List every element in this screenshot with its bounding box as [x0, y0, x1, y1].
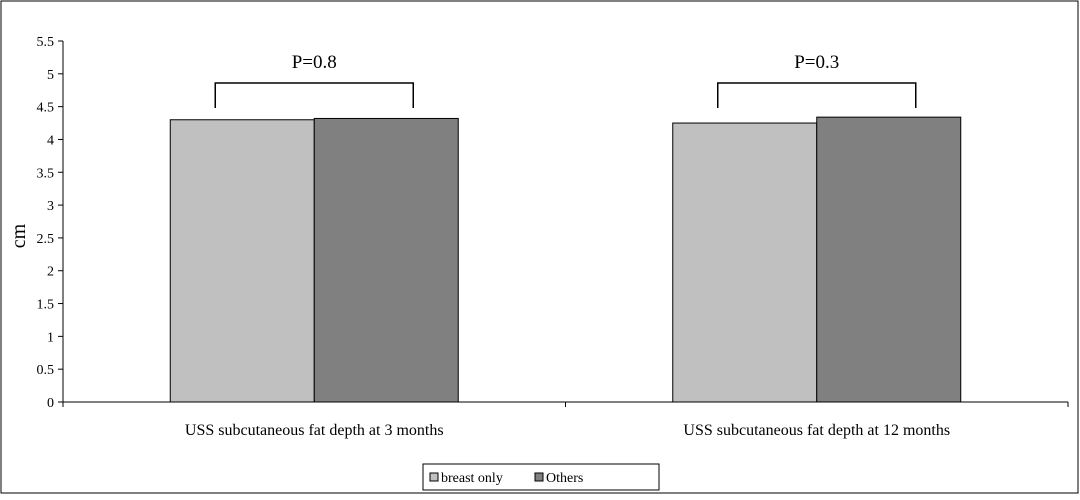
bar-others: [313, 117, 459, 403]
legend-swatch: [534, 472, 544, 482]
x-category-label: USS subcutaneous fat depth at 12 months: [683, 422, 950, 439]
y-tick-label: 5.5: [37, 35, 55, 50]
significance-bracket: [214, 82, 414, 108]
y-tick-label: 0.5: [37, 363, 55, 378]
y-tick-label: 1.5: [37, 298, 55, 313]
y-tick-label: 2: [47, 265, 54, 280]
y-tick-label: 2.5: [37, 232, 55, 247]
legend-swatch: [429, 472, 439, 482]
bar-others: [816, 116, 962, 403]
y-axis-label: cm: [8, 223, 30, 248]
y-tick-label: 4: [47, 133, 54, 148]
bar-breast-only: [672, 122, 818, 403]
y-tick-label: 4.5: [37, 101, 55, 116]
y-tick-label: 5: [47, 68, 54, 83]
legend-label: breast only: [441, 471, 503, 486]
p-value-annotation: P=0.3: [794, 52, 839, 73]
y-tick-label: 3.5: [37, 166, 55, 181]
bar-breast-only: [169, 119, 315, 403]
y-tick-label: 1: [47, 330, 54, 345]
y-tick-label: 0: [47, 396, 54, 411]
y-tick-label: 3: [47, 199, 54, 214]
legend-label: Others: [546, 471, 583, 486]
x-category-label: USS subcutaneous fat depth at 3 months: [185, 422, 444, 439]
p-value-annotation: P=0.8: [292, 52, 337, 73]
significance-bracket: [717, 82, 917, 108]
